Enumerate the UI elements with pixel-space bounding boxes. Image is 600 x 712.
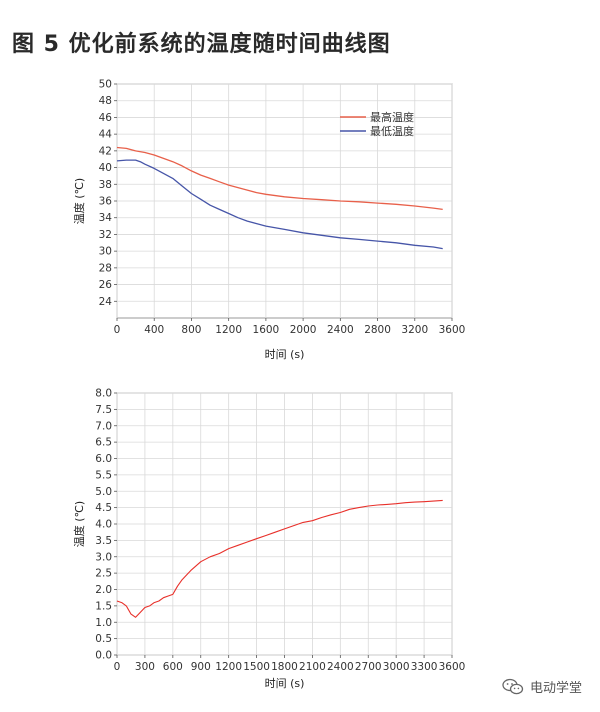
x-tick-label: 1500	[243, 661, 270, 673]
x-tick-label: 2100	[299, 661, 326, 673]
series-line-1	[116, 159, 443, 250]
x-tick-label: 2700	[355, 661, 382, 673]
y-axis-label: 温度 (℃)	[72, 178, 86, 224]
chart-bottom: 0.0 0.5 1.0 1.5 2.0 2.5 3.0 3.5 4.0 4.5 5.0 5.5 6.0 6…	[72, 388, 465, 691]
y-tick-label: 0.0	[95, 650, 112, 662]
x-tick-label: 300	[135, 661, 155, 673]
y-tick-label: 26	[99, 279, 113, 291]
y-tick-label: 46	[99, 112, 113, 124]
y-tick-label: 4.0	[95, 519, 112, 531]
x-tick-label: 900	[191, 661, 211, 673]
x-tick-label: 3300	[411, 661, 438, 673]
y-tick-label: 28	[99, 262, 112, 274]
y-tick-label: 3.0	[95, 551, 112, 563]
y-tick-label: 42	[99, 145, 112, 157]
x-tick-label: 3200	[401, 324, 428, 336]
legend-label-1: 最低温度	[370, 124, 414, 138]
y-tick-label: 8.0	[95, 388, 112, 400]
x-tick-label: 3600	[439, 661, 466, 673]
x-tick-label: 1200	[215, 324, 242, 336]
y-tick-label: 1.5	[95, 600, 112, 612]
series-line-0	[116, 146, 443, 211]
chart-top: 24 26 28 30 32 34 36 38 40 42 44 46 48 50 0 400 800 1200 1…	[72, 79, 465, 362]
y-tick-label: 2.5	[95, 568, 112, 580]
x-tick-label: 0	[114, 324, 121, 336]
y-tick-label: 4.5	[95, 502, 112, 514]
x-tick-label: 2000	[290, 324, 317, 336]
y-tick-label: 7.0	[95, 420, 112, 432]
x-tick-label: 0	[114, 661, 121, 673]
wechat-icon	[502, 678, 524, 694]
y-tick-label: 34	[99, 212, 113, 224]
y-tick-label: 32	[99, 229, 112, 241]
y-tick-label: 6.0	[95, 453, 112, 465]
x-tick-label: 2400	[327, 324, 354, 336]
y-tick-label: 30	[99, 246, 112, 258]
watermark-text: 电动学堂	[529, 681, 582, 696]
x-tick-label: 2400	[327, 661, 354, 673]
y-tick-label: 44	[99, 129, 113, 141]
x-tick-label: 2800	[364, 324, 391, 336]
x-axis-label: 时间 (s)	[265, 677, 305, 690]
y-tick-label: 50	[99, 79, 112, 91]
x-tick-label: 1200	[215, 661, 242, 673]
x-tick-label: 3000	[383, 661, 410, 673]
y-tick-label: 2.0	[95, 584, 112, 596]
watermark: 电动学堂	[502, 677, 582, 696]
y-tick-label: 5.0	[95, 486, 112, 498]
y-tick-label: 38	[99, 179, 112, 191]
y-tick-label: 36	[99, 196, 113, 208]
x-tick-label: 1800	[271, 661, 298, 673]
x-tick-label: 3600	[439, 324, 466, 336]
x-tick-label: 600	[163, 661, 183, 673]
y-tick-label: 5.5	[95, 469, 112, 481]
y-tick-label: 1.0	[95, 617, 112, 629]
y-tick-label: 0.5	[95, 633, 112, 645]
y-tick-label: 24	[99, 296, 113, 308]
x-tick-label: 1600	[253, 324, 280, 336]
legend-label-0: 最高温度	[370, 110, 414, 124]
y-tick-label: 40	[99, 162, 112, 174]
figure-title: 图 5 优化前系统的温度随时间曲线图	[12, 32, 391, 57]
y-tick-label: 6.5	[95, 437, 112, 449]
y-tick-label: 7.5	[95, 404, 112, 416]
x-axis-label: 时间 (s)	[265, 348, 305, 361]
x-tick-label: 800	[181, 324, 201, 336]
y-tick-label: 48	[99, 95, 112, 107]
x-tick-label: 400	[144, 324, 164, 336]
y-tick-label: 3.5	[95, 535, 112, 547]
y-axis-label: 温度 (℃)	[72, 501, 86, 547]
series-line-0	[116, 499, 443, 618]
